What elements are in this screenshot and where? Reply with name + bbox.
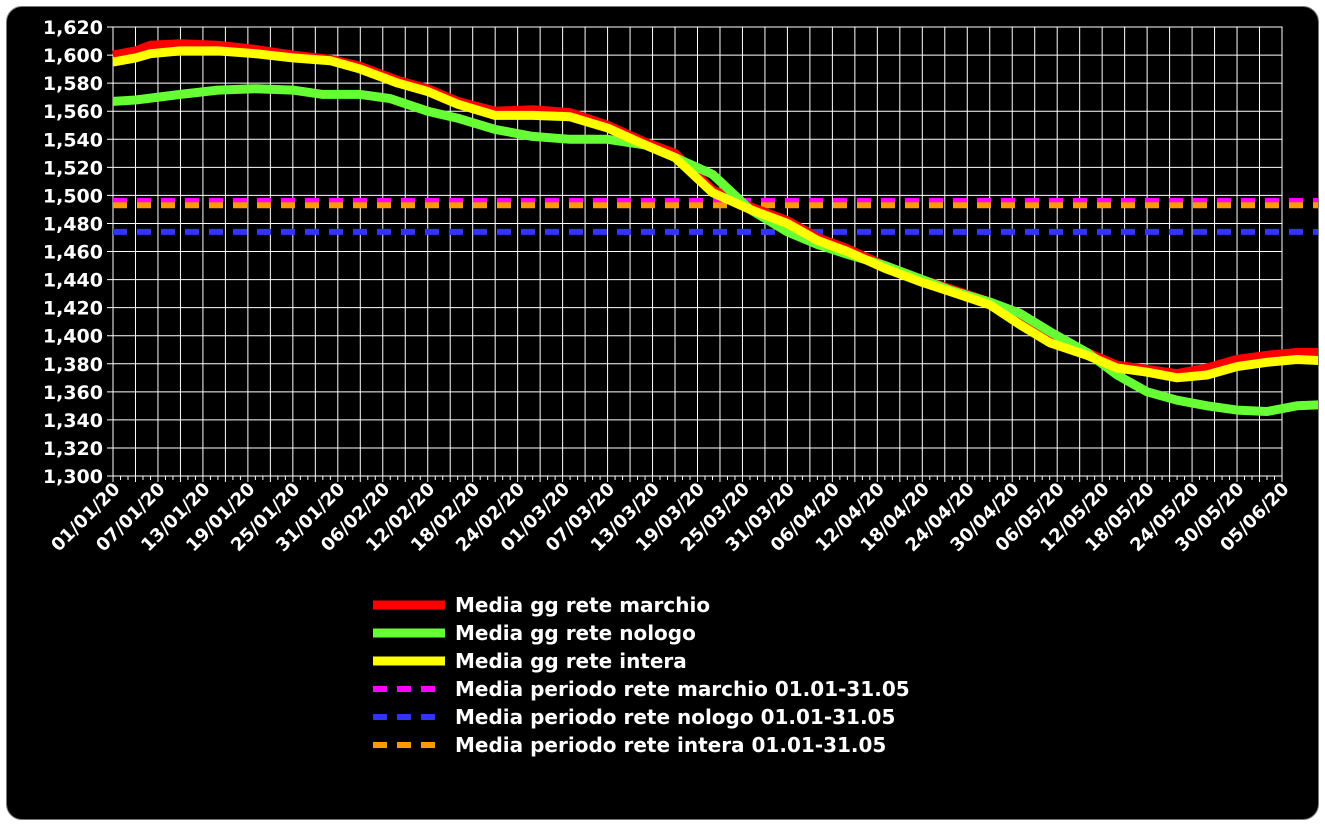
y-tick-label: 1,300: [43, 466, 103, 488]
y-tick-label: 1,440: [43, 270, 103, 292]
y-tick-label: 1,620: [43, 17, 103, 39]
y-tick-label: 1,540: [43, 129, 103, 151]
y-tick-label: 1,460: [43, 242, 103, 264]
y-tick-label: 1,520: [43, 157, 103, 179]
y-tick-label: 1,560: [43, 101, 103, 123]
y-tick-label: 1,320: [43, 438, 103, 460]
series-line-2: [112, 46, 1318, 383]
legend-label-4: Media periodo rete nologo 01.01-31.05: [455, 705, 895, 729]
series-lines: [112, 39, 1318, 416]
legend-label-2: Media gg rete intera: [455, 649, 687, 673]
y-tick-label: 1,400: [43, 326, 103, 348]
chart-frame: 1,300 1,320 1,340 1,360 1,380 1,400 1,420 1,440…: [6, 6, 1319, 820]
legend-label-3: Media periodo rete marchio 01.01-31.05: [455, 677, 910, 701]
y-tick-label: 1,480: [43, 213, 103, 235]
y-tick-label: 1,340: [43, 410, 103, 432]
x-axis: 01/01/2007/01/2013/01/2019/01/2025/01/20…: [47, 479, 1293, 556]
y-axis: 1,300 1,320 1,340 1,360 1,380 1,400 1,420 1,440…: [43, 17, 103, 488]
y-tick-label: 1,600: [43, 45, 103, 67]
grid: [107, 26, 1283, 482]
legend-label-0: Media gg rete marchio: [455, 593, 710, 617]
line-chart: 1,300 1,320 1,340 1,360 1,380 1,400 1,420 1,440…: [43, 17, 1318, 757]
legend: Media gg rete marchio Media gg rete nolog…: [373, 593, 910, 757]
y-tick-label: 1,420: [43, 298, 103, 320]
y-tick-label: 1,500: [43, 185, 103, 207]
legend-label-1: Media gg rete nologo: [455, 621, 696, 645]
legend-label-5: Media periodo rete intera 01.01-31.05: [455, 733, 886, 757]
y-tick-label: 1,360: [43, 382, 103, 404]
y-tick-label: 1,580: [43, 73, 103, 95]
y-tick-label: 1,380: [43, 354, 103, 376]
